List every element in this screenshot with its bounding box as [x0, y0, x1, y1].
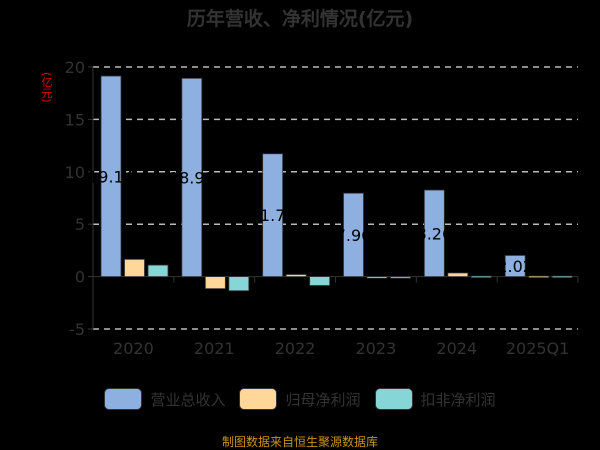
y-tick-label: 5 — [75, 215, 85, 234]
y-tick-label: 10 — [65, 163, 85, 182]
legend-item-revenue[interactable]: 营业总收入 — [104, 388, 225, 410]
data-label: 2.02 — [497, 257, 533, 276]
bar-net-profit — [204, 276, 226, 290]
bar-revenue — [181, 77, 203, 277]
bar-net-profit — [528, 275, 550, 278]
legend-label: 归母净利润 — [285, 390, 361, 409]
x-tick-label: 2022 — [275, 339, 316, 358]
x-tick-label: 2020 — [113, 339, 154, 358]
legend-swatch — [374, 388, 413, 410]
bar-deducted-profit — [390, 276, 411, 279]
y-tick-label: 15 — [65, 110, 85, 129]
bar-net-profit — [366, 276, 388, 279]
bar-revenue — [504, 255, 526, 278]
y-tick-label: -5 — [69, 320, 85, 339]
bar-revenue — [423, 189, 445, 277]
y-tick-label: 20 — [65, 58, 85, 77]
bar-deducted-profit — [147, 264, 169, 277]
legend-label: 扣非净利润 — [420, 390, 496, 409]
legend: 营业总收入 归母净利润 扣非净利润 — [0, 388, 600, 410]
bar-deducted-profit — [551, 275, 573, 278]
x-tick-label: 2025Q1 — [506, 339, 570, 358]
x-tick-label: 2021 — [194, 339, 235, 358]
y-axis-label: (亿元) — [40, 72, 53, 103]
chart-title: 历年营收、净利情况(亿元) — [186, 8, 414, 30]
legend-item-deducted-profit[interactable]: 扣非净利润 — [374, 388, 496, 410]
x-tick-label: 2024 — [436, 339, 477, 358]
data-label: 11.72 — [250, 206, 296, 225]
bar-deducted-profit — [470, 275, 492, 278]
bar-deducted-profit — [228, 276, 250, 292]
legend-label: 营业总收入 — [150, 390, 226, 409]
y-tick-label: 0 — [75, 268, 85, 287]
bar-chart: -505101520202019.14202118.92202211.72202… — [65, 58, 579, 358]
bar-revenue — [100, 75, 122, 278]
data-label: 7.96 — [336, 226, 372, 245]
legend-swatch — [239, 388, 278, 410]
legend-item-net-profit[interactable]: 归母净利润 — [239, 388, 361, 410]
bar-deducted-profit — [309, 276, 331, 286]
bar-net-profit — [285, 274, 307, 277]
bar-revenue — [343, 192, 364, 277]
bar-revenue — [262, 153, 284, 277]
data-source-footer: 制图数据来自恒生聚源数据库 — [221, 435, 378, 449]
legend-swatch — [104, 388, 143, 410]
data-label: 19.14 — [88, 167, 134, 186]
x-tick-label: 2023 — [356, 339, 397, 358]
data-label: 18.92 — [169, 168, 215, 187]
bar-net-profit — [447, 272, 469, 278]
bar-net-profit — [124, 258, 145, 278]
data-label: 8.26 — [417, 224, 453, 243]
